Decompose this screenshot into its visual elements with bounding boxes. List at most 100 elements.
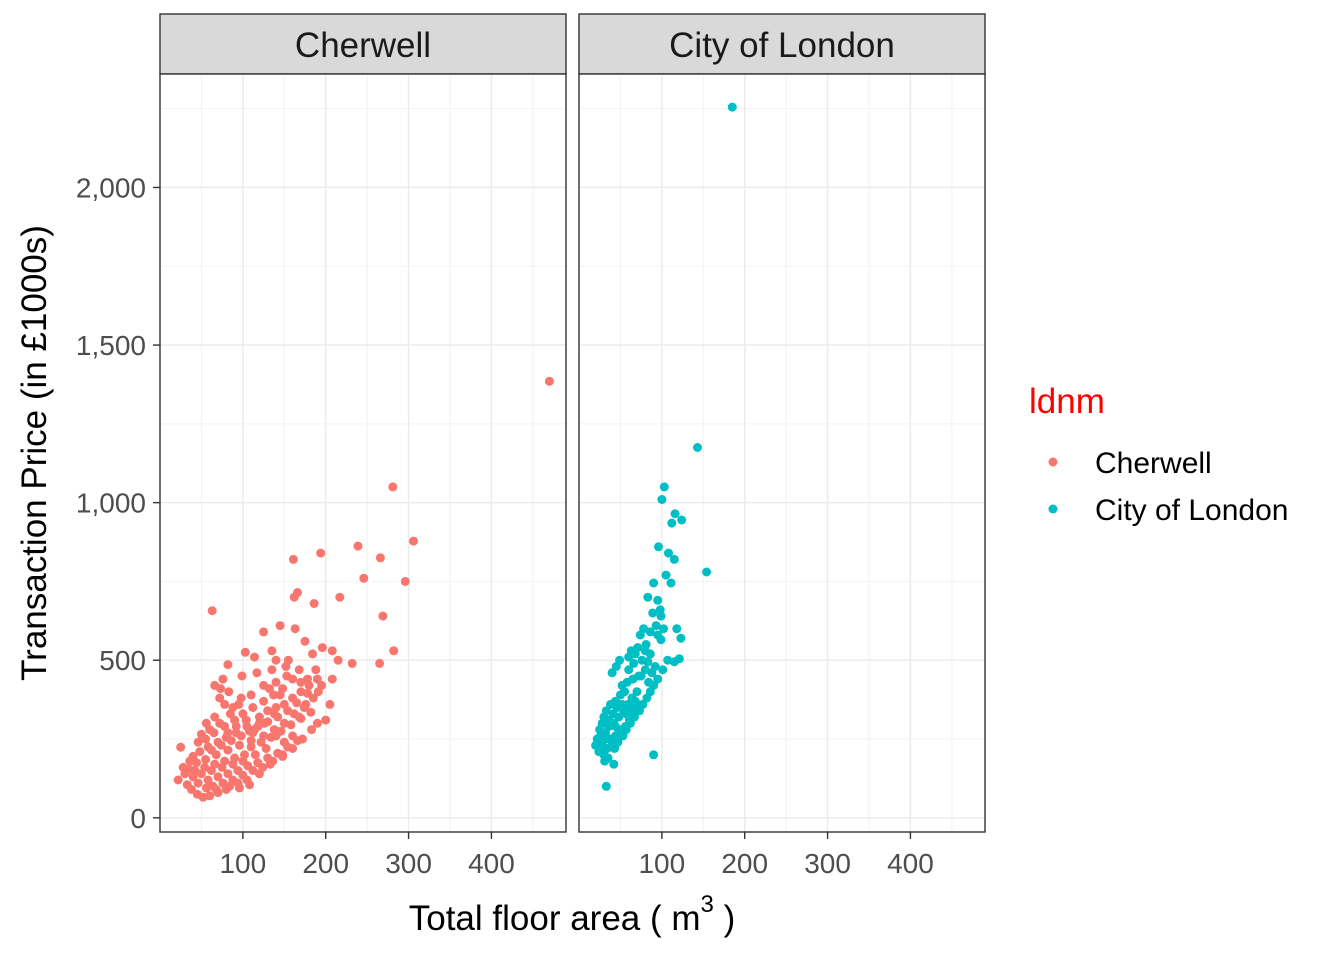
point-cherwell	[216, 740, 226, 750]
point-cherwell	[193, 778, 203, 788]
point-cherwell	[236, 731, 246, 741]
point-cherwell	[252, 668, 262, 678]
point-cherwell	[215, 718, 225, 728]
legend-title: ldnm	[1029, 382, 1105, 421]
point-cherwell	[267, 646, 277, 656]
point-cherwell	[205, 791, 215, 801]
point-cherwell	[375, 553, 385, 563]
point-cherwell	[176, 742, 186, 752]
point-cherwell	[378, 611, 388, 621]
point-cherwell	[275, 621, 285, 631]
legend-key-cherwell	[1048, 457, 1058, 467]
point-city-of-london	[676, 633, 686, 643]
x-axis-title-superscript: 3	[701, 891, 714, 918]
x-tick-label: 400	[468, 848, 515, 879]
point-cherwell	[259, 718, 269, 728]
point-cherwell	[268, 756, 278, 766]
point-cherwell	[269, 709, 279, 719]
point-cherwell	[279, 699, 289, 709]
point-cherwell	[230, 753, 240, 763]
point-cherwell	[241, 715, 251, 725]
point-city-of-london	[656, 611, 666, 621]
point-cherwell	[300, 636, 310, 646]
point-cherwell	[235, 740, 244, 750]
point-cherwell	[544, 376, 554, 386]
point-cherwell	[296, 687, 306, 697]
point-city-of-london	[649, 750, 659, 760]
point-cherwell	[248, 766, 258, 775]
point-city-of-london	[667, 518, 677, 528]
point-cherwell	[264, 684, 274, 694]
point-cherwell	[288, 554, 298, 564]
point-cherwell	[223, 728, 233, 738]
facet-strip-city-of-london	[578, 13, 986, 75]
point-city-of-london	[643, 657, 653, 667]
point-city-of-london	[608, 709, 618, 719]
y-tick-label: 1,000	[76, 488, 146, 519]
point-cherwell	[269, 725, 279, 735]
point-cherwell	[388, 482, 398, 492]
gridlines-city-of-london	[579, 74, 985, 832]
point-city-of-london	[677, 515, 687, 525]
point-city-of-london	[629, 658, 639, 668]
point-cherwell	[210, 712, 220, 722]
point-cherwell	[210, 759, 220, 769]
point-cherwell	[223, 745, 233, 755]
point-cherwell	[276, 726, 286, 736]
x-tick-label: 300	[804, 848, 851, 879]
point-city-of-london	[600, 756, 610, 766]
point-city-of-london	[651, 621, 661, 631]
legend-label-city-of-london: City of London	[1095, 494, 1288, 527]
x-tick-label: 100	[638, 848, 685, 879]
point-city-of-london	[607, 668, 617, 678]
legend: ldnm Cherwell City of London	[1029, 382, 1288, 527]
point-cherwell	[296, 714, 306, 723]
point-cherwell	[240, 647, 250, 657]
point-city-of-london	[603, 734, 613, 744]
point-city-of-london	[635, 630, 645, 640]
point-cherwell	[235, 783, 244, 793]
point-cherwell	[201, 783, 211, 793]
point-cherwell	[240, 750, 249, 760]
point-cherwell	[220, 699, 230, 709]
point-city-of-london	[630, 696, 640, 706]
point-cherwell	[245, 780, 254, 790]
point-cherwell	[173, 775, 183, 785]
point-cherwell	[211, 785, 221, 794]
point-cherwell	[231, 721, 241, 731]
point-city-of-london	[693, 443, 702, 452]
point-cherwell	[185, 756, 195, 766]
point-cherwell	[238, 770, 248, 780]
legend-label-cherwell: Cherwell	[1095, 447, 1212, 480]
x-axis-city-of-london: 100 200 300 400	[638, 832, 934, 879]
point-cherwell	[250, 725, 259, 735]
point-cherwell	[207, 606, 217, 616]
point-cherwell	[400, 576, 410, 586]
point-cherwell	[201, 755, 211, 764]
point-city-of-london	[674, 654, 684, 664]
point-cherwell	[246, 742, 256, 752]
point-cherwell	[259, 696, 269, 706]
point-city-of-london	[649, 578, 659, 588]
point-cherwell	[321, 715, 331, 725]
point-city-of-london	[644, 677, 654, 687]
x-axis-title-main: Total floor area ( m	[409, 899, 701, 938]
point-cherwell	[289, 592, 299, 602]
point-cherwell	[311, 665, 321, 675]
facet-panel-cherwell: Cherwell	[159, 13, 567, 833]
point-cherwell	[250, 652, 259, 662]
point-cherwell	[215, 693, 225, 703]
point-cherwell	[271, 677, 281, 687]
point-cherwell	[248, 703, 258, 712]
point-city-of-london	[658, 665, 668, 675]
point-cherwell	[312, 674, 322, 684]
y-axis-title: Transaction Price (in £1000s)	[15, 225, 54, 681]
point-city-of-london	[669, 554, 679, 564]
legend-key-city-of-london	[1048, 504, 1058, 514]
point-cherwell	[327, 646, 337, 656]
point-city-of-london	[643, 592, 653, 602]
point-cherwell	[327, 674, 337, 684]
point-cherwell	[246, 690, 256, 700]
point-cherwell	[210, 680, 220, 690]
point-cherwell	[223, 660, 233, 670]
